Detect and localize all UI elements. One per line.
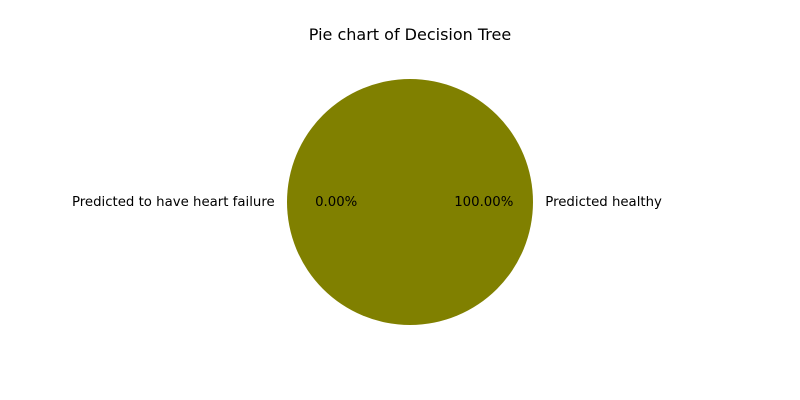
slice-percent-label: 0.00% [315,195,357,210]
slice-label: Predicted healthy [545,195,662,210]
slice-percent-label: 100.00% [454,195,513,210]
pie-slice [287,79,533,325]
pie-labels: Predicted healthy 100.00% Predicted to hav… [72,195,662,210]
pie-slices [287,79,533,325]
chart-title: Pie chart of Decision Tree [309,25,511,44]
slice-label: Predicted to have heart failure [72,195,275,210]
